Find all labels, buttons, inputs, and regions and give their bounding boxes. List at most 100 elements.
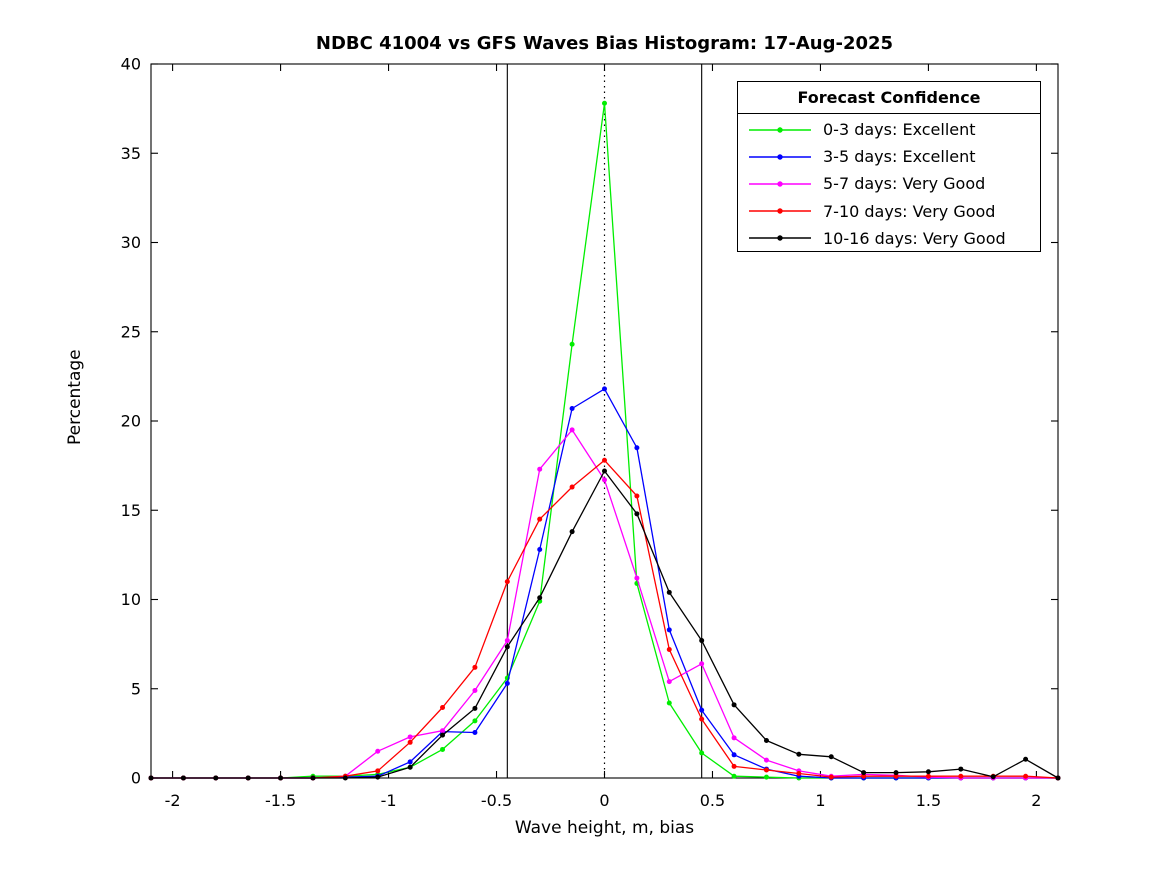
series-marker-3 bbox=[504, 579, 510, 585]
series-marker-1 bbox=[699, 707, 705, 713]
series-marker-3 bbox=[634, 493, 640, 499]
series-marker-0 bbox=[472, 718, 478, 724]
series-marker-2 bbox=[537, 466, 543, 472]
series-marker-4 bbox=[180, 775, 186, 781]
legend-entry-label: 3-5 days: Excellent bbox=[823, 147, 976, 167]
legend-items: 0-3 days: Excellent 3-5 days: Excellent 5-… bbox=[738, 114, 1040, 252]
y-tick-label: 15 bbox=[121, 501, 141, 520]
series-marker-4 bbox=[375, 774, 381, 780]
series-marker-3 bbox=[537, 516, 543, 522]
legend-entry-label: 10-16 days: Very Good bbox=[823, 228, 1006, 248]
series-marker-4 bbox=[245, 775, 251, 781]
legend-line-sample bbox=[749, 208, 811, 214]
series-marker-2 bbox=[634, 575, 640, 581]
y-tick-label: 5 bbox=[131, 679, 141, 698]
series-marker-3 bbox=[666, 646, 672, 652]
series-marker-4 bbox=[1023, 756, 1029, 762]
series-marker-4 bbox=[472, 705, 478, 711]
series-marker-2 bbox=[472, 688, 478, 694]
legend-line-sample bbox=[749, 235, 811, 242]
series-marker-4 bbox=[666, 589, 672, 595]
y-tick-label: 40 bbox=[121, 55, 141, 74]
series-line-4 bbox=[151, 470, 1059, 779]
legend-entry: 3-5 days: Excellent bbox=[748, 143, 1040, 170]
series-marker-2 bbox=[504, 638, 510, 644]
x-axis-label: Wave height, m, bias bbox=[514, 818, 695, 838]
series-marker-2 bbox=[440, 728, 446, 734]
series-marker-4 bbox=[440, 732, 446, 738]
series-marker-1 bbox=[602, 386, 607, 392]
series-marker-2 bbox=[375, 748, 381, 754]
series-marker-0 bbox=[763, 774, 769, 780]
legend-entry: 10-16 days: Very Good bbox=[748, 225, 1040, 252]
series-marker-0 bbox=[731, 773, 737, 779]
series-marker-3 bbox=[1023, 773, 1029, 779]
legend-line-sample bbox=[749, 154, 811, 160]
series-marker-3 bbox=[440, 704, 446, 710]
legend-entry: 7-10 days: Very Good bbox=[748, 198, 1040, 225]
series-marker-4 bbox=[861, 770, 867, 776]
series-marker-4 bbox=[731, 702, 737, 708]
legend-entry-label: 7-10 days: Very Good bbox=[823, 201, 996, 221]
series-marker-4 bbox=[990, 774, 996, 780]
x-tick-label: 2 bbox=[1031, 791, 1041, 810]
chart-title: NDBC 41004 vs GFS Waves Bias Histogram: … bbox=[315, 33, 894, 54]
series-marker-3 bbox=[861, 773, 867, 779]
legend-line-sample bbox=[749, 181, 811, 187]
y-tick-label: 0 bbox=[131, 769, 141, 788]
series-marker-3 bbox=[407, 739, 413, 745]
legend: Forecast Confidence 0-3 days: Excellent 3… bbox=[737, 81, 1041, 252]
legend-title: Forecast Confidence bbox=[738, 82, 1040, 114]
legend-entry: 0-3 days: Excellent bbox=[748, 116, 1040, 143]
x-tick-label: -1.5 bbox=[265, 791, 296, 810]
x-tick-label: 0 bbox=[599, 791, 609, 810]
series-marker-2 bbox=[569, 427, 575, 433]
series-marker-1 bbox=[407, 759, 413, 765]
series-marker-3 bbox=[796, 771, 802, 777]
series-marker-4 bbox=[213, 775, 219, 781]
series-marker-1 bbox=[731, 752, 737, 758]
x-tick-label: 1.5 bbox=[916, 791, 941, 810]
x-tick-label: -0.5 bbox=[481, 791, 512, 810]
series-marker-2 bbox=[602, 477, 607, 483]
series-marker-4 bbox=[958, 766, 964, 772]
series-marker-1 bbox=[504, 680, 510, 686]
series-marker-3 bbox=[828, 774, 834, 780]
series-marker-4 bbox=[537, 595, 543, 601]
series-marker-4 bbox=[925, 769, 931, 775]
series-marker-4 bbox=[763, 738, 769, 744]
series-marker-4 bbox=[699, 638, 705, 644]
series-marker-3 bbox=[602, 457, 607, 463]
series-marker-4 bbox=[634, 511, 640, 517]
legend-entry-label: 5-7 days: Very Good bbox=[823, 174, 986, 194]
x-tick-label: -1 bbox=[381, 791, 397, 810]
series-marker-4 bbox=[504, 644, 510, 650]
series-marker-3 bbox=[699, 716, 705, 722]
y-tick-label: 20 bbox=[121, 412, 141, 431]
series-marker-2 bbox=[763, 757, 769, 763]
x-tick-label: 0.5 bbox=[700, 791, 725, 810]
series-marker-4 bbox=[1055, 775, 1061, 781]
series-marker-4 bbox=[828, 754, 834, 760]
series-marker-3 bbox=[731, 763, 737, 769]
legend-entry: 5-7 days: Very Good bbox=[748, 170, 1040, 197]
series-marker-4 bbox=[569, 529, 575, 535]
legend-line-sample bbox=[749, 126, 811, 133]
series-marker-4 bbox=[310, 775, 316, 781]
series-marker-4 bbox=[148, 775, 154, 781]
series-marker-1 bbox=[569, 406, 575, 412]
series-marker-0 bbox=[666, 700, 672, 706]
series-marker-3 bbox=[925, 773, 931, 779]
series-marker-0 bbox=[699, 750, 705, 756]
series-marker-4 bbox=[278, 775, 284, 781]
series-marker-1 bbox=[537, 547, 543, 553]
y-tick-label: 30 bbox=[121, 233, 141, 252]
series-marker-2 bbox=[407, 734, 413, 740]
series-marker-0 bbox=[440, 746, 446, 752]
series-marker-0 bbox=[569, 341, 575, 347]
y-tick-label: 10 bbox=[121, 590, 141, 609]
series-marker-3 bbox=[958, 773, 964, 779]
x-tick-label: -2 bbox=[165, 791, 181, 810]
